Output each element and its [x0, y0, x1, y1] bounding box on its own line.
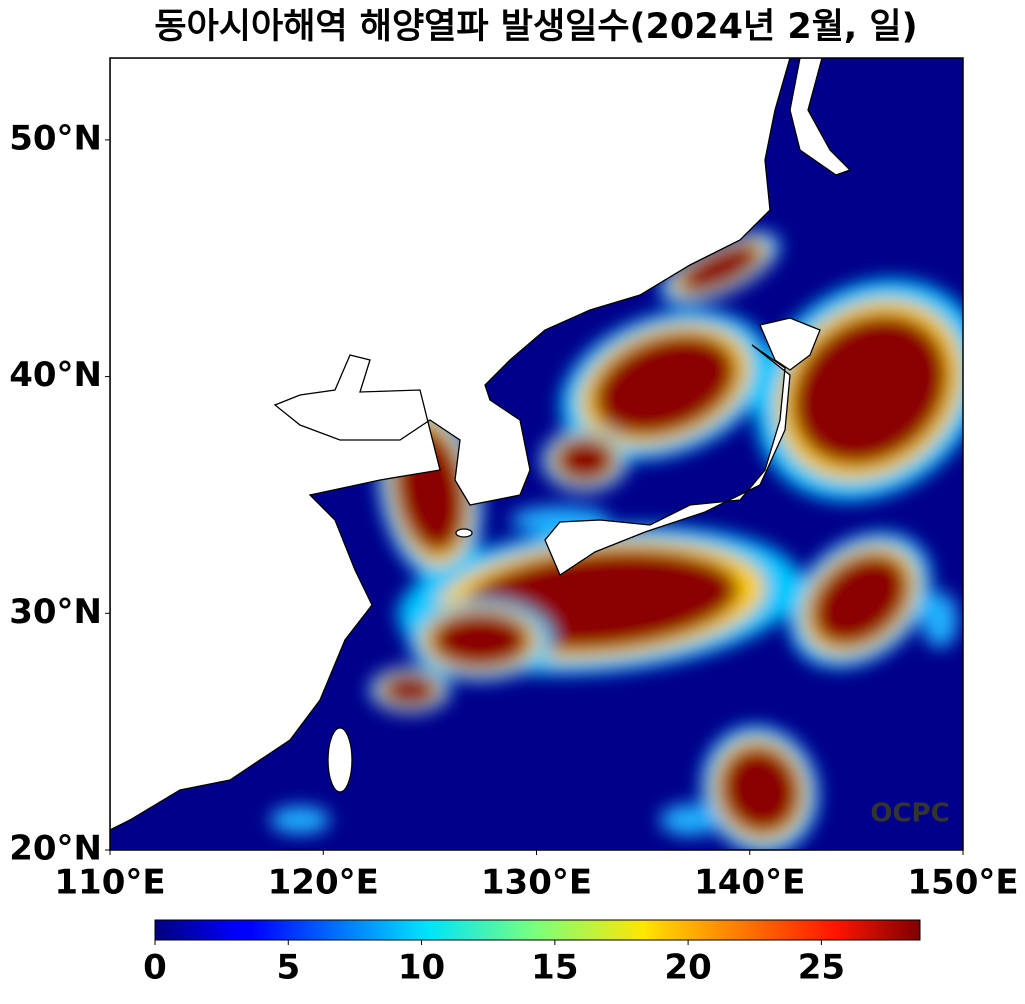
colorbar-tick-label: 15	[531, 948, 578, 988]
colorbar-tick-label: 10	[398, 948, 445, 988]
watermark: OCPC	[870, 799, 949, 829]
x-tick-label: 140°E	[694, 863, 805, 903]
sakhalin	[789, 58, 852, 176]
field-patch	[922, 592, 958, 648]
colorbar-tick-label: 5	[276, 948, 300, 988]
field-patch	[270, 806, 330, 834]
y-tick-label: 30°N	[9, 592, 102, 632]
field-patch	[719, 745, 801, 835]
x-tick-label: 110°E	[54, 863, 165, 903]
y-tick-label: 40°N	[9, 355, 102, 395]
x-tick-label: 120°E	[268, 863, 379, 903]
colorbar-tick-label: 20	[664, 948, 711, 988]
field-patch	[555, 438, 615, 482]
honshu	[544, 344, 791, 576]
y-tick-label: 50°N	[9, 118, 102, 158]
field-patch	[382, 674, 438, 706]
colorbar-tick-label: 0	[143, 948, 167, 988]
y-tick-label: 20°N	[9, 829, 102, 869]
field-patch	[790, 313, 950, 467]
field-patch	[592, 333, 738, 437]
taiwan	[327, 727, 353, 793]
map-area	[110, 58, 963, 850]
chart-title: 동아시아해역 해양열파 발생일수(2024년 2월, 일)	[154, 7, 917, 47]
jeju	[455, 528, 473, 538]
colorbar	[154, 919, 921, 941]
field-patch	[660, 804, 720, 836]
hokkaido	[759, 317, 821, 371]
mainland	[110, 58, 791, 831]
x-tick-label: 130°E	[481, 863, 592, 903]
land	[110, 58, 852, 831]
colorbar-tick-label: 25	[798, 948, 845, 988]
x-tick-label: 150°E	[907, 863, 1018, 903]
field-patch	[678, 242, 762, 294]
field-patch	[430, 612, 530, 668]
field-patch	[810, 553, 910, 647]
